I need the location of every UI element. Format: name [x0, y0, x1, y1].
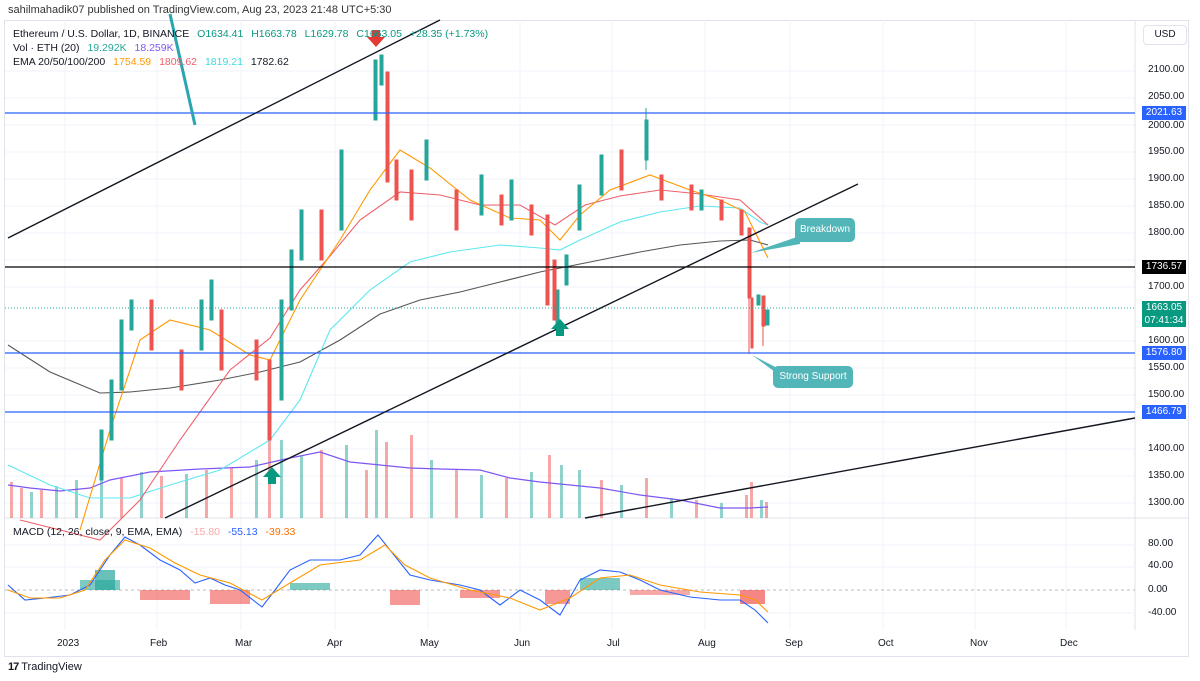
ema200-value: 1782.62: [250, 56, 289, 68]
tick-oct: Oct: [878, 638, 894, 649]
macd-signal-line: [7, 539, 769, 613]
upper-channel-trendline[interactable]: [7, 19, 441, 239]
grid: [5, 20, 1135, 630]
candlesticks: [99, 54, 770, 481]
current-price-tag: 1663.05 07:41:34: [1142, 301, 1186, 327]
ema100-value: 1819.21: [204, 56, 243, 68]
up-arrow-icon-march: [263, 467, 281, 484]
macd-signal-value: -39.33: [265, 526, 296, 538]
ema200-line: [7, 239, 769, 394]
breakdown-callout[interactable]: Breakdown: [795, 218, 855, 242]
down-arrow-icon: [367, 30, 385, 47]
tick-2023: 2023: [57, 638, 80, 649]
tick-mar: Mar: [235, 638, 253, 649]
price-axis[interactable]: 2100.00 2050.00 2000.00 1950.00 1900.00 …: [1148, 64, 1185, 618]
tick-jul: Jul: [607, 638, 620, 649]
macd-histogram: [80, 570, 765, 605]
brand-name: TradingView: [21, 661, 82, 673]
support2-price-tag: 1466.79: [1142, 405, 1186, 419]
publisher-line: sahilmahadik07 published on TradingView.…: [8, 4, 392, 16]
ema20-line: [79, 149, 769, 531]
symbol-title[interactable]: Ethereum / U.S. Dollar, 1D, BINANCE: [13, 28, 190, 40]
up-arrow-icon-june: [551, 319, 569, 336]
lower-channel-trendline[interactable]: [164, 183, 859, 519]
ema50-value: 1809.62: [159, 56, 198, 68]
macd-label[interactable]: MACD (12, 26, close, 9, EMA, EMA): [13, 526, 183, 538]
ema-label[interactable]: EMA 20/50/100/200: [13, 56, 106, 68]
long-term-trendline[interactable]: [584, 417, 1136, 519]
tick-jun: Jun: [514, 638, 531, 649]
tv-logo-icon: 17: [8, 661, 19, 673]
breakdown-pointer: [750, 236, 800, 253]
teal-pointer-line[interactable]: [168, 13, 197, 126]
tick-aug: Aug: [698, 638, 716, 649]
ema-legend: EMA 20/50/100/200 1754.59 1809.62 1819.2…: [13, 56, 294, 68]
open-value: O1634.41: [197, 28, 244, 40]
volume-ma-line: [7, 451, 769, 509]
close-value: C1663.05: [356, 28, 402, 40]
time-axis[interactable]: 2023 Feb Mar Apr May Jun Jul Aug Sep Oct…: [5, 630, 1135, 656]
macd-hist-value: -15.80: [190, 526, 220, 538]
currency-button[interactable]: USD: [1143, 25, 1187, 45]
volume-value: 19.292K: [87, 42, 127, 54]
resistance-price-tag: 2021.63: [1142, 106, 1186, 120]
volume-ma-value: 18.259K: [134, 42, 174, 54]
macd-legend: MACD (12, 26, close, 9, EMA, EMA) -15.80…: [13, 526, 300, 538]
support1-price-tag: 1576.80: [1142, 346, 1186, 360]
tick-sep: Sep: [785, 638, 803, 649]
low-value: L1629.78: [304, 28, 349, 40]
ema50-line: [19, 189, 769, 541]
strong-support-callout[interactable]: Strong Support: [773, 366, 853, 388]
tick-feb: Feb: [150, 638, 168, 649]
tradingview-logo[interactable]: 17 TradingView: [8, 661, 82, 673]
ema20-value: 1754.59: [113, 56, 152, 68]
change-value: +28.35 (+1.73%): [409, 28, 489, 40]
bar-countdown: 07:41:34: [1144, 315, 1184, 326]
high-value: H1663.78: [251, 28, 297, 40]
volume-bars: [10, 420, 768, 518]
tick-apr: Apr: [327, 638, 343, 649]
current-price: 1663.05: [1145, 302, 1183, 313]
level-price-tag: 1736.57: [1142, 260, 1186, 274]
macd-line: [7, 534, 769, 624]
ohlc-legend: Ethereum / U.S. Dollar, 1D, BINANCE O163…: [13, 28, 493, 40]
ema100-line: [7, 205, 769, 499]
chart-frame[interactable]: [4, 20, 1189, 657]
macd-line-value: -55.13: [227, 526, 258, 538]
volume-legend: Vol · ETH (20) 19.292K 18.259K: [13, 42, 179, 54]
tick-nov: Nov: [970, 638, 988, 649]
tick-dec: Dec: [1060, 638, 1078, 649]
volume-label[interactable]: Vol · ETH (20): [13, 42, 80, 54]
tick-may: May: [420, 638, 439, 649]
